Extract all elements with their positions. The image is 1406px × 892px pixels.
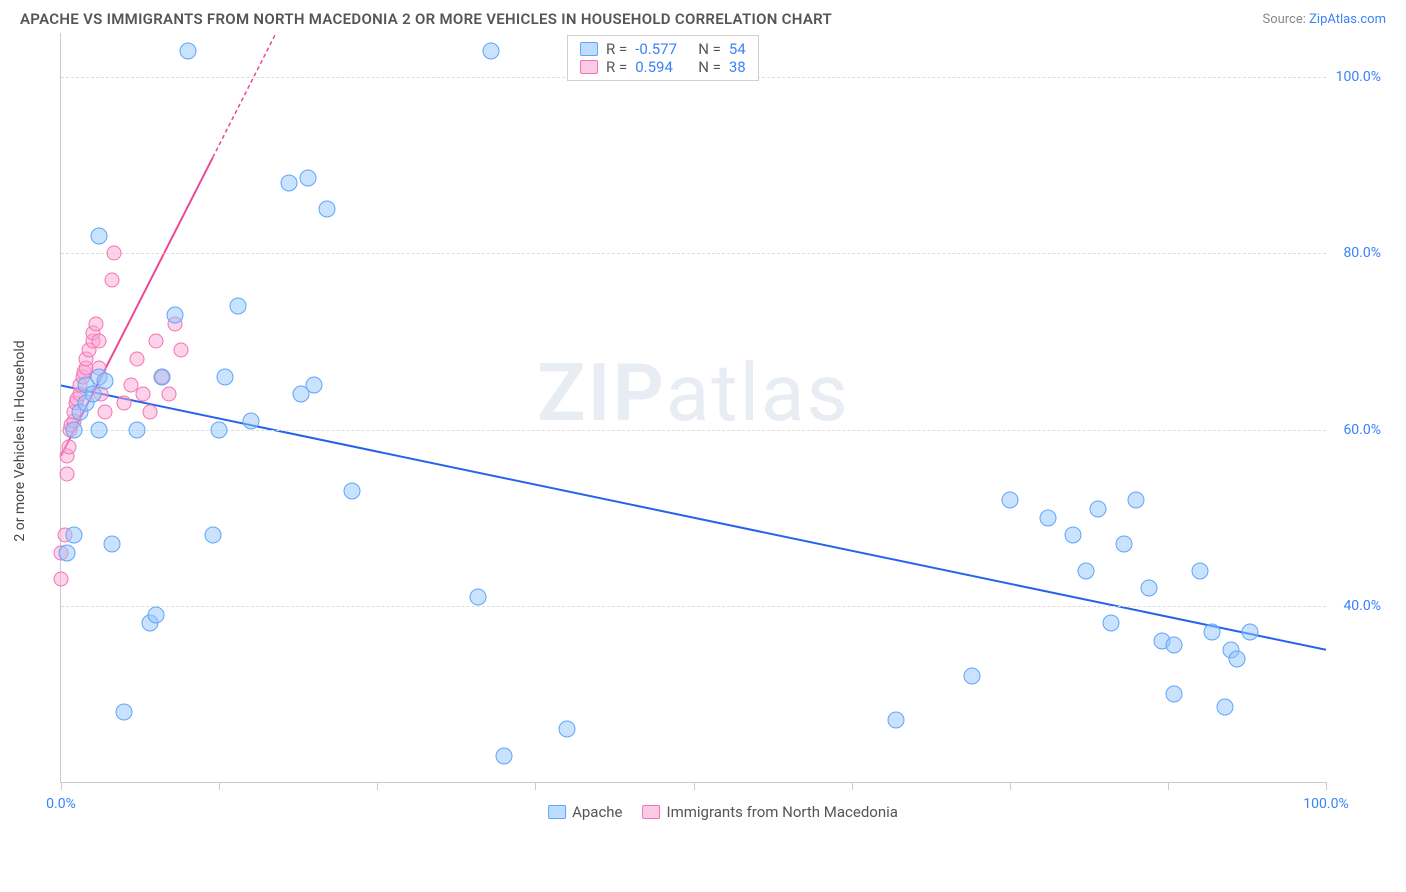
data-point [60, 466, 75, 481]
data-point [299, 170, 316, 187]
x-tick [1168, 782, 1169, 790]
data-point [1166, 637, 1183, 654]
y-tick-label: 40.0% [1343, 598, 1381, 614]
gridline [61, 253, 1326, 254]
data-point [1102, 615, 1119, 632]
legend-swatch [548, 805, 566, 819]
data-point [174, 343, 189, 358]
x-tick-label: 0.0% [46, 796, 76, 812]
data-point [1242, 624, 1259, 641]
data-point [483, 42, 500, 59]
x-tick [377, 782, 378, 790]
data-point [963, 668, 980, 685]
data-point [90, 421, 107, 438]
plot-region: ZIPatlas R = -0.577 N = 54 R = 0.594 N =… [60, 33, 1326, 783]
data-point [147, 606, 164, 623]
data-point [90, 227, 107, 244]
data-point [242, 412, 259, 429]
data-point [61, 440, 76, 455]
data-point [1229, 650, 1246, 667]
data-point [1065, 527, 1082, 544]
data-point [211, 421, 228, 438]
data-point [280, 174, 297, 191]
x-tick [1010, 782, 1011, 790]
data-point [54, 572, 69, 587]
legend-swatch [580, 60, 598, 74]
data-point [84, 386, 101, 403]
x-tick [61, 782, 62, 790]
legend-swatch [643, 805, 661, 819]
data-point [129, 352, 144, 367]
data-point [161, 387, 176, 402]
legend-item: Immigrants from North Macedonia [643, 803, 898, 821]
data-point [1204, 624, 1221, 641]
series-legend: Apache Immigrants from North Macedonia [548, 803, 898, 821]
data-point [166, 306, 183, 323]
data-point [470, 588, 487, 605]
data-point [1216, 699, 1233, 716]
data-point [148, 334, 163, 349]
data-point [154, 368, 171, 385]
chart-area: 2 or more Vehicles in Household ZIPatlas… [60, 33, 1386, 833]
header: APACHE VS IMMIGRANTS FROM NORTH MACEDONI… [0, 0, 1406, 33]
data-point [89, 316, 104, 331]
data-point [65, 527, 82, 544]
data-point [318, 201, 335, 218]
data-point [103, 536, 120, 553]
x-tick [219, 782, 220, 790]
correlation-legend: R = -0.577 N = 54 R = 0.594 N = 38 [567, 35, 759, 81]
data-point [97, 373, 114, 390]
data-point [142, 404, 157, 419]
y-tick-label: 80.0% [1343, 245, 1381, 261]
data-point [559, 721, 576, 738]
y-tick-label: 60.0% [1343, 422, 1381, 438]
data-point [306, 377, 323, 394]
data-point [1077, 562, 1094, 579]
data-point [495, 747, 512, 764]
data-point [1090, 500, 1107, 517]
data-point [1166, 685, 1183, 702]
data-point [887, 712, 904, 729]
legend-item: Apache [548, 803, 622, 821]
data-point [1128, 492, 1145, 509]
data-point [136, 387, 151, 402]
x-tick [852, 782, 853, 790]
data-point [91, 334, 106, 349]
data-point [1039, 509, 1056, 526]
data-point [65, 421, 82, 438]
data-point [104, 272, 119, 287]
data-point [128, 421, 145, 438]
chart-title: APACHE VS IMMIGRANTS FROM NORTH MACEDONI… [20, 10, 832, 28]
data-point [98, 404, 113, 419]
gridline [61, 430, 1326, 431]
legend-row: R = -0.577 N = 54 [580, 40, 746, 58]
legend-row: R = 0.594 N = 38 [580, 58, 746, 76]
data-point [117, 396, 132, 411]
legend-swatch [580, 42, 598, 56]
x-tick-label: 100.0% [1303, 796, 1348, 812]
y-tick-label: 100.0% [1336, 69, 1381, 85]
data-point [230, 298, 247, 315]
data-point [1191, 562, 1208, 579]
source-link[interactable]: ZipAtlas.com [1309, 12, 1386, 27]
trend-lines [61, 33, 1326, 782]
source-attribution: Source: ZipAtlas.com [1262, 12, 1386, 27]
data-point [1001, 492, 1018, 509]
data-point [217, 368, 234, 385]
data-point [1115, 536, 1132, 553]
data-point [343, 483, 360, 500]
data-point [179, 42, 196, 59]
data-point [1140, 580, 1157, 597]
data-point [116, 703, 133, 720]
watermark: ZIPatlas [537, 346, 850, 440]
x-tick [694, 782, 695, 790]
y-axis-label: 2 or more Vehicles in Household [12, 340, 28, 541]
x-tick [535, 782, 536, 790]
data-point [59, 544, 76, 561]
x-tick [1326, 782, 1327, 790]
data-point [107, 246, 122, 261]
data-point [204, 527, 221, 544]
gridline [61, 606, 1326, 607]
